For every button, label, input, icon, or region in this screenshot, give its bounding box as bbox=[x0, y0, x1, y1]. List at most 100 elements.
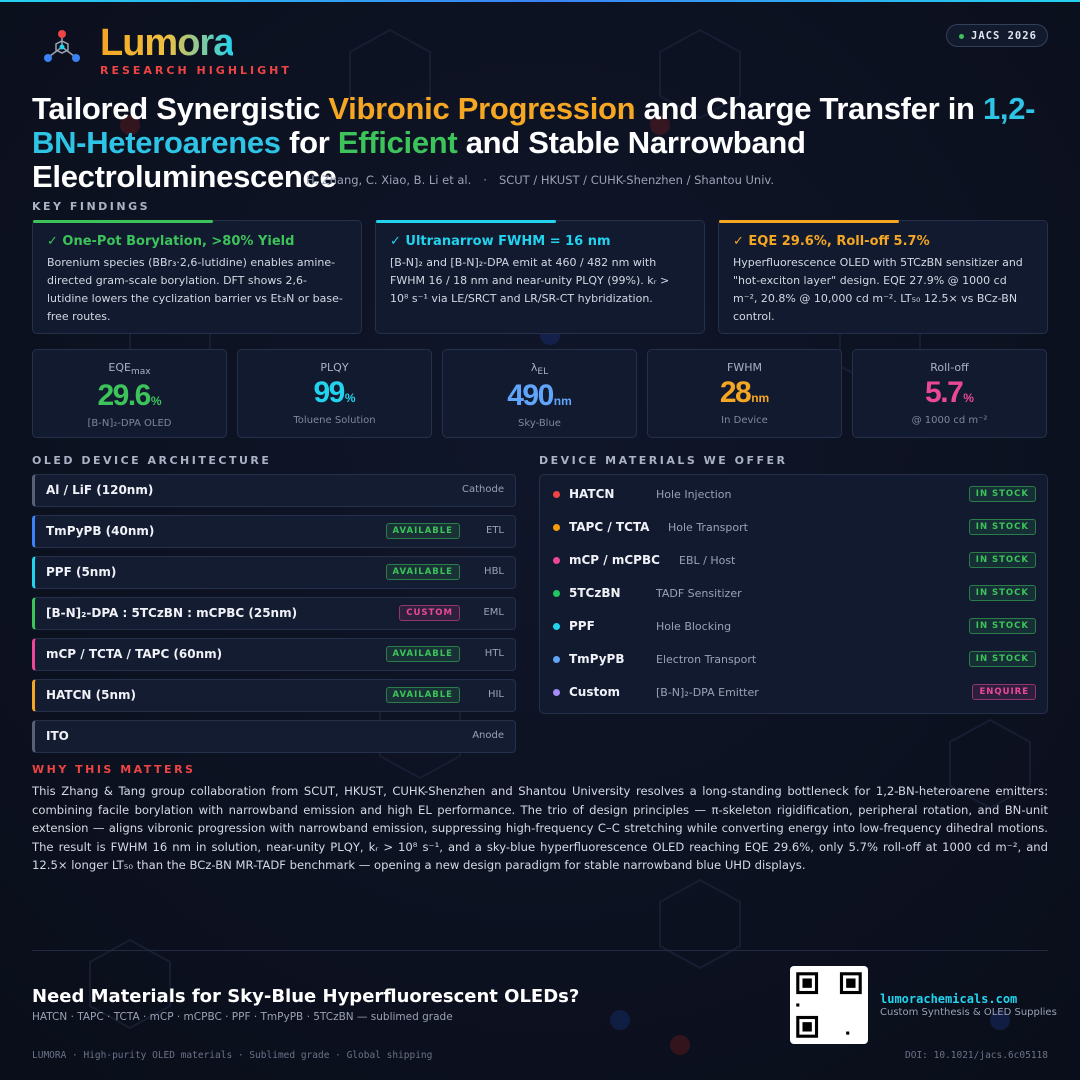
layer-name: [B-N]₂-DPA : 5TCzBN : mCPBC (25nm) bbox=[46, 606, 298, 620]
metric-card: Roll-off 5.7% @ 1000 cd m⁻² bbox=[852, 349, 1047, 438]
materials-panel: HATCN Hole Injection IN STOCK TAPC / TCTA Ho… bbox=[539, 474, 1048, 714]
journal-badge: JACS 2026 bbox=[946, 24, 1048, 47]
material-row: 5TCzBN TADF Sensitizer IN STOCK bbox=[540, 581, 1049, 611]
layer-role: Anode bbox=[472, 730, 504, 741]
metric-label-text: FWHM bbox=[727, 361, 762, 374]
material-row: HATCN Hole Injection IN STOCK bbox=[540, 482, 1049, 512]
card-accent bbox=[719, 220, 899, 223]
title-segment: and Stable Narrowband Electroluminescenc… bbox=[32, 125, 806, 194]
device-layer: HATCN (5nm) AVAILABLE HIL bbox=[32, 679, 516, 712]
status-pill: IN STOCK bbox=[968, 552, 1036, 568]
metric-label: Roll-off bbox=[853, 361, 1046, 374]
status-pill: AVAILABLE bbox=[385, 564, 460, 580]
material-use: Hole Transport bbox=[668, 521, 748, 534]
material-dot bbox=[553, 557, 560, 564]
metric-note: [B-N]₂-DPA OLED bbox=[87, 418, 172, 430]
title-segment: Vibronic Progression bbox=[328, 91, 636, 126]
device-layer: ITO Anode bbox=[32, 720, 516, 753]
title-segment: Efficient bbox=[337, 125, 458, 160]
metric-number: 29.6 bbox=[97, 379, 151, 413]
card-title: ✓ One-Pot Borylation, >80% Yield bbox=[47, 234, 295, 249]
card-title: ✓ EQE 29.6%, Roll-off 5.7% bbox=[733, 234, 930, 249]
device-layer: PPF (5nm) AVAILABLE HBL bbox=[32, 556, 516, 589]
layer-role: HBL bbox=[484, 566, 504, 577]
metric-number: 99 bbox=[313, 376, 345, 409]
separator: · bbox=[483, 173, 487, 187]
website-link[interactable]: lumorachemicals.com bbox=[880, 992, 1018, 1006]
metric-value: 99% bbox=[238, 376, 431, 415]
status-pill: ENQUIRE bbox=[972, 684, 1036, 700]
material-name: TAPC / TCTA bbox=[569, 520, 650, 534]
card-accent bbox=[376, 220, 556, 223]
layer-role: Cathode bbox=[462, 484, 504, 495]
status-pill: IN STOCK bbox=[968, 618, 1036, 634]
metric-number: 490 bbox=[507, 379, 554, 413]
title-segment: for bbox=[280, 125, 338, 160]
material-name: TmPyPB bbox=[569, 652, 625, 666]
metric-label-text: λ bbox=[530, 361, 538, 374]
card-body: Hyperfluorescence OLED with 5TCzBN sensi… bbox=[733, 256, 1023, 323]
device-layer: TmPyPB (40nm) AVAILABLE ETL bbox=[32, 515, 516, 548]
metric-label: λEL bbox=[443, 361, 636, 377]
metric-number: 28 bbox=[719, 376, 752, 409]
cta-subtitle: HATCN · TAPC · TCTA · mCP · mCPBC · PPF … bbox=[32, 1011, 453, 1023]
metric-value: 28nm bbox=[648, 376, 841, 415]
metric-unit: % bbox=[150, 394, 162, 409]
affiliations: SCUT / HKUST / CUHK-Shenzhen / Shantou U… bbox=[498, 173, 774, 187]
title-segment: 1,2-BN-Heteroarenes bbox=[32, 91, 1036, 160]
material-use: Hole Blocking bbox=[656, 620, 732, 633]
cta-title: Need Materials for Sky-Blue Hyperfluores… bbox=[32, 986, 580, 1007]
finding-card: ✓ EQE 29.6%, Roll-off 5.7% Hyperfluoresce… bbox=[718, 220, 1048, 334]
metric-label-text: PLQY bbox=[320, 361, 349, 374]
status-pill: IN STOCK bbox=[968, 486, 1036, 502]
byline: H. Zhang, C. Xiao, B. Li et al. · SCUT / H… bbox=[0, 173, 1080, 187]
metric-value: 5.7% bbox=[853, 376, 1046, 415]
layer-name: Al / LiF (120nm) bbox=[46, 483, 154, 497]
layer-name: HATCN (5nm) bbox=[46, 688, 136, 702]
metric-label: PLQY bbox=[238, 361, 431, 374]
cta-tagline: Custom Synthesis & OLED Supplies bbox=[880, 1007, 1057, 1018]
material-dot bbox=[553, 689, 560, 696]
metric-unit: % bbox=[344, 391, 356, 405]
layer-role: HIL bbox=[487, 689, 504, 700]
material-use: TADF Sensitizer bbox=[656, 587, 742, 600]
card-body: Borenium species (BBr₃·2,6-lutidine) ena… bbox=[47, 256, 343, 323]
metric-note: @ 1000 cd m⁻² bbox=[911, 415, 988, 426]
material-row: PPF Hole Blocking IN STOCK bbox=[540, 614, 1049, 644]
metric-card: EQEmax 29.6% [B-N]₂-DPA OLED bbox=[32, 349, 227, 438]
doi: DOI: 10.1021/jacs.6c05118 bbox=[905, 1050, 1048, 1061]
metric-value: 490nm bbox=[443, 379, 636, 418]
status-pill: IN STOCK bbox=[968, 585, 1036, 601]
material-name: Custom bbox=[569, 685, 620, 699]
material-name: 5TCzBN bbox=[569, 586, 621, 600]
material-use: [B-N]₂-DPA Emitter bbox=[656, 686, 759, 699]
material-dot bbox=[553, 590, 560, 597]
layer-role: EML bbox=[483, 607, 504, 618]
status-pill: AVAILABLE bbox=[385, 523, 460, 539]
title-segment: Tailored Synergistic bbox=[32, 91, 329, 126]
device-layer: mCP / TCTA / TAPC (60nm) AVAILABLE HTL bbox=[32, 638, 516, 671]
material-name: HATCN bbox=[569, 487, 615, 501]
metric-label-sub: EL bbox=[537, 367, 549, 378]
divider bbox=[32, 950, 1048, 951]
material-dot bbox=[553, 524, 560, 531]
finding-card: ✓ Ultranarrow FWHM = 16 nm [B-N]₂ and [B-… bbox=[375, 220, 705, 334]
metric-number: 5.7 bbox=[925, 376, 964, 409]
material-name: mCP / mCPBC bbox=[569, 553, 660, 567]
material-row: TAPC / TCTA Hole Transport IN STOCK bbox=[540, 515, 1049, 545]
authors: H. Zhang, C. Xiao, B. Li et al. bbox=[306, 173, 472, 187]
metric-label: FWHM bbox=[648, 361, 841, 374]
material-dot bbox=[553, 656, 560, 663]
qr-code[interactable] bbox=[790, 966, 868, 1044]
material-dot bbox=[553, 623, 560, 630]
metric-note: Toluene Solution bbox=[293, 415, 376, 426]
status-pill: IN STOCK bbox=[968, 651, 1036, 667]
title: Tailored Synergistic Vibronic Progressio… bbox=[32, 92, 1062, 194]
layer-name: TmPyPB (40nm) bbox=[46, 524, 155, 538]
section-heading: KEY FINDINGS bbox=[32, 200, 151, 213]
status-pill: IN STOCK bbox=[968, 519, 1036, 535]
footer-text: LUMORA · High-purity OLED materials · Su… bbox=[32, 1050, 433, 1061]
material-name: PPF bbox=[569, 619, 595, 633]
logo-icon bbox=[44, 30, 80, 62]
